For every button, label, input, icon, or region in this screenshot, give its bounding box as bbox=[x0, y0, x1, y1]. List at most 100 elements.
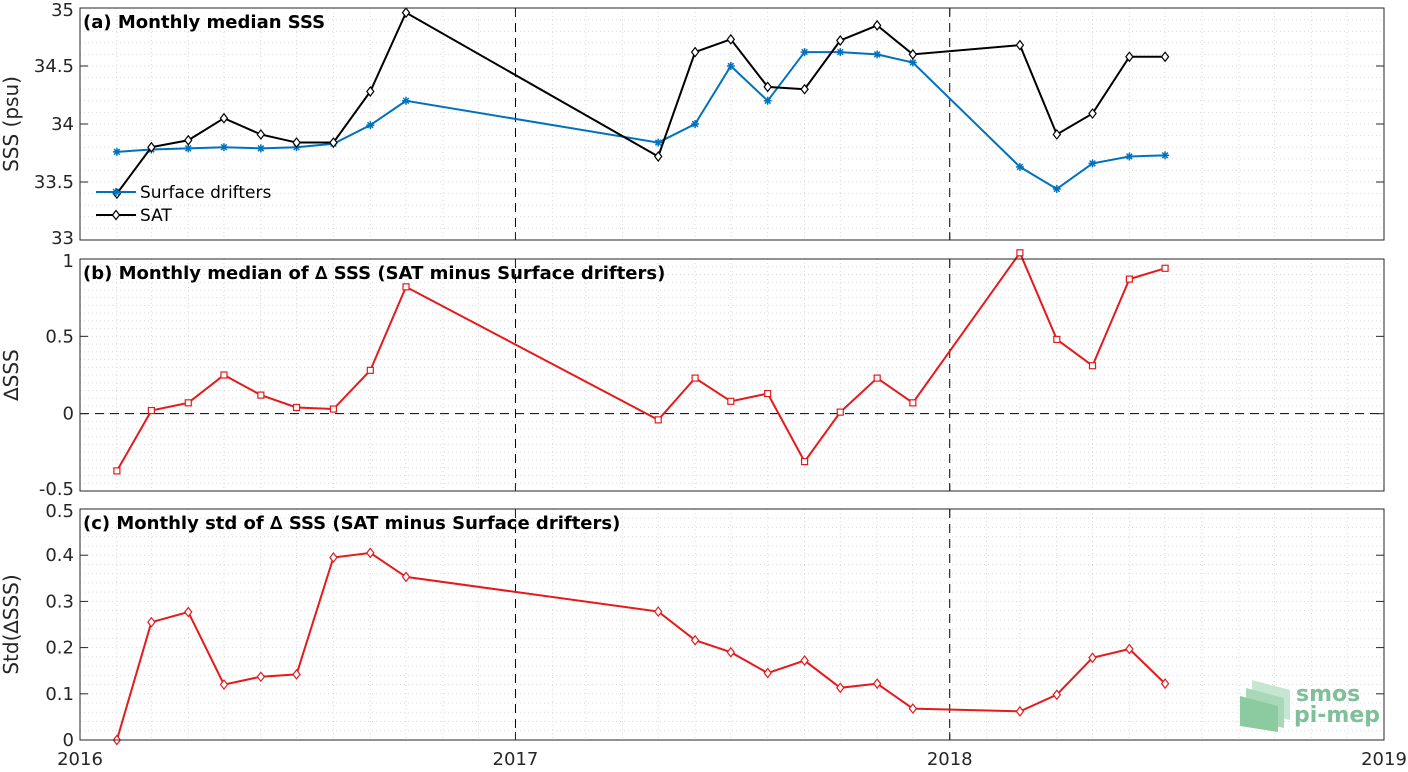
data-point bbox=[147, 406, 155, 415]
data-point bbox=[1161, 151, 1170, 160]
y-axis-label: SSS (psu) bbox=[0, 76, 23, 172]
series-line bbox=[116, 250, 1166, 472]
data-point bbox=[872, 678, 882, 690]
smos-pi-mep-logo: smos pi-mep bbox=[1240, 680, 1380, 732]
x-tick-label: 2016 bbox=[57, 749, 103, 768]
data-point bbox=[329, 552, 338, 563]
y-tick-label: 0 bbox=[63, 730, 74, 751]
data-point bbox=[402, 96, 410, 105]
data-point bbox=[257, 391, 265, 399]
data-point bbox=[329, 137, 338, 149]
y-axis-label: ∆SSS bbox=[0, 349, 23, 401]
data-point bbox=[256, 144, 265, 153]
data-point bbox=[1161, 264, 1169, 272]
data-point bbox=[1125, 643, 1134, 655]
panel-title: (c) Monthly std of ∆ SSS (SAT minus Surf… bbox=[83, 513, 620, 534]
data-point bbox=[800, 83, 809, 95]
data-point bbox=[256, 128, 266, 140]
data-point bbox=[366, 121, 375, 130]
data-point bbox=[836, 48, 845, 57]
axes-layer bbox=[79, 7, 1385, 741]
data-point bbox=[1015, 39, 1025, 51]
legend-entry: Surface drifters bbox=[140, 183, 271, 203]
data-point bbox=[292, 668, 301, 680]
data-point bbox=[1088, 362, 1097, 370]
data-point bbox=[690, 46, 700, 58]
series-layer bbox=[112, 7, 1170, 746]
data-point bbox=[836, 35, 845, 46]
data-point bbox=[1015, 162, 1024, 171]
series-line bbox=[116, 11, 1166, 195]
data-point bbox=[800, 655, 809, 667]
y-tick-label: 35 bbox=[51, 0, 74, 21]
data-point bbox=[836, 682, 845, 694]
data-point bbox=[256, 671, 266, 683]
data-point bbox=[329, 405, 338, 413]
x-tick-label: 2017 bbox=[493, 749, 539, 768]
data-point bbox=[401, 7, 411, 19]
grid-layer bbox=[80, 7, 1384, 741]
data-point bbox=[1052, 128, 1062, 140]
panel-title: (a) Monthly median SSS bbox=[83, 12, 325, 33]
data-point bbox=[873, 50, 882, 59]
data-point bbox=[1016, 249, 1024, 257]
data-point bbox=[654, 138, 663, 147]
legend-entry: SAT bbox=[140, 206, 172, 226]
logo-text-line1: smos bbox=[1296, 682, 1360, 707]
data-point bbox=[800, 458, 809, 466]
data-point bbox=[764, 389, 772, 398]
y-tick-label: 0 bbox=[63, 404, 74, 425]
data-point bbox=[1053, 335, 1061, 344]
data-point bbox=[184, 399, 192, 407]
data-point bbox=[366, 547, 375, 559]
data-point bbox=[219, 143, 228, 152]
data-point bbox=[691, 374, 699, 382]
data-point bbox=[908, 703, 918, 715]
x-tick-label: 2018 bbox=[927, 749, 973, 768]
data-point bbox=[292, 137, 301, 149]
data-point bbox=[219, 679, 229, 691]
y-tick-label: 34 bbox=[51, 114, 74, 135]
data-point bbox=[763, 81, 772, 93]
data-point bbox=[184, 134, 193, 146]
y-tick-label: 1 bbox=[63, 251, 74, 272]
data-point bbox=[1160, 678, 1170, 690]
data-point bbox=[1088, 159, 1097, 168]
data-point bbox=[112, 188, 120, 196]
x-tick-label: 2019 bbox=[1361, 749, 1407, 768]
data-point bbox=[800, 48, 809, 57]
y-tick-label: 0.2 bbox=[45, 638, 74, 659]
y-tick-label: 0.4 bbox=[45, 545, 74, 566]
panel-title: (b) Monthly median of ∆ SSS (SAT minus S… bbox=[83, 263, 665, 284]
y-tick-label: 34.5 bbox=[34, 56, 74, 77]
data-point bbox=[654, 416, 662, 424]
y-tick-label: 33 bbox=[51, 228, 74, 249]
data-point bbox=[653, 606, 663, 618]
reference-layer bbox=[80, 8, 1384, 740]
series-line bbox=[115, 551, 1166, 741]
y-axis-label: Std(∆SSS) bbox=[0, 574, 23, 674]
data-point bbox=[366, 86, 375, 97]
y-tick-label: 0.5 bbox=[45, 326, 74, 347]
data-point bbox=[763, 96, 772, 105]
data-point bbox=[402, 283, 410, 291]
data-point bbox=[1088, 108, 1097, 120]
data-point bbox=[1125, 51, 1134, 63]
y-tick-label: 0.5 bbox=[45, 501, 74, 522]
data-point bbox=[111, 209, 121, 221]
data-point bbox=[1125, 152, 1134, 161]
data-point bbox=[1160, 51, 1170, 63]
data-point bbox=[220, 371, 228, 379]
data-point bbox=[872, 19, 882, 31]
y-tick-label: 33.5 bbox=[34, 172, 74, 193]
data-point bbox=[691, 120, 700, 128]
data-point bbox=[908, 48, 918, 60]
data-point bbox=[219, 112, 229, 124]
axes-box bbox=[79, 508, 1385, 741]
data-point bbox=[292, 403, 301, 412]
y-tick-label: -0.5 bbox=[39, 479, 74, 500]
axes-box bbox=[79, 258, 1385, 492]
